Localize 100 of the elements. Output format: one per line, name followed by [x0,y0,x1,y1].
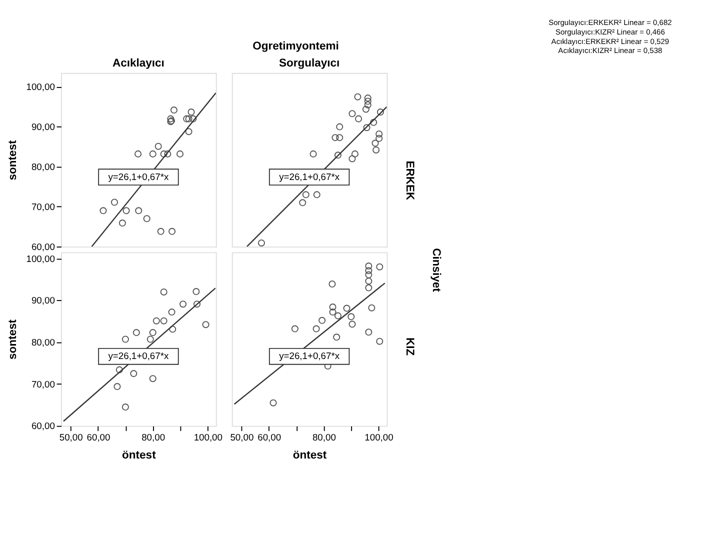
point [365,262,372,270]
point [149,150,156,158]
point [130,370,138,378]
point [334,152,342,159]
point [329,304,336,311]
point [180,300,187,308]
point [299,199,306,206]
point [185,128,192,136]
point [376,108,384,116]
y-tick-label: 80,00 [31,337,55,348]
point [118,220,126,227]
point [134,150,142,158]
point [258,239,265,246]
point [329,308,336,316]
point [336,134,344,142]
y-tick-label: 70,00 [31,379,55,390]
point [351,150,358,158]
y-tick-label: 60,00 [31,421,55,432]
x-tick-label: 60,00 [258,432,282,442]
text: Acıklayıcı:ERKEKR² Linear = 0,529 [551,36,670,46]
text: Cinsiyet [430,248,442,292]
point [372,146,380,154]
point [328,280,336,288]
point [168,308,176,316]
point [160,150,168,158]
point [364,98,372,105]
point [318,316,326,324]
point [146,336,154,343]
point [348,110,356,118]
x-tick-label: 50,00 [59,432,83,442]
text: KIZ [403,337,416,356]
x-tick-label: 100,00 [364,432,394,442]
point [365,328,372,336]
point [160,288,168,296]
point [362,106,370,113]
y-tick-label: 80,00 [31,162,55,172]
x-axis-title: öntest [122,449,156,462]
annotation: y=26,1+0,67*x [108,351,170,362]
x-tick-label: 60,00 [86,432,110,442]
point [122,404,129,411]
point [365,271,372,278]
y-tick-label: 90,00 [31,122,55,132]
point [135,207,142,214]
point [364,101,372,108]
y-tick-label: 60,00 [31,242,55,252]
point [167,115,174,122]
point [122,336,129,343]
point [376,263,384,270]
point [202,321,210,328]
chart-title: Acıklayıcı [112,57,164,70]
text: ERKEK [403,160,416,201]
annotation: y=26,1+0,67*x [279,172,340,182]
point [176,150,184,158]
x-tick-label: 50,00 [230,432,254,442]
point [183,115,190,122]
point [376,338,384,345]
point [355,115,362,122]
text: Sorgulayıcı:ERKEKR² Linear = 0,682 [548,18,672,28]
point [143,215,150,222]
point [188,108,195,116]
point [363,124,370,132]
text: Acıklayıcı:KIZR² Linear = 0,538 [558,46,662,56]
point [343,304,350,312]
x-axis-title: öntest [292,449,327,462]
point [190,115,197,122]
y-tick-label: 90,00 [31,296,55,306]
point [364,94,372,102]
point [365,267,372,274]
point [302,191,310,198]
point [100,207,107,214]
point [348,320,356,328]
point [365,284,372,292]
y-tick-label: 70,00 [31,202,55,212]
y-axis-title: sontest [6,140,19,180]
point [372,140,379,147]
x-tick-label: 80,00 [142,432,166,442]
x-tick-label: 80,00 [312,432,336,442]
point [149,375,156,382]
point [354,93,362,100]
point [270,399,277,406]
point [348,313,355,320]
point [193,300,201,308]
point [192,288,200,296]
point [333,334,340,341]
point [348,155,356,162]
chart-title: Sorgulayıcı [278,57,340,70]
point [122,207,130,214]
y-tick-label: 100,00 [26,254,55,264]
point [152,317,160,324]
point [332,134,339,142]
annotation: y=26,1+0,67*x [108,172,170,182]
point [291,325,298,332]
point [370,118,378,126]
point [110,198,118,206]
point [368,304,376,312]
x-tick-label: 100,00 [194,432,222,442]
point [313,191,320,198]
text: Ogretimyontemi [252,40,339,52]
annotation: y=26,1+0,67*x [279,351,340,362]
point [170,106,178,114]
